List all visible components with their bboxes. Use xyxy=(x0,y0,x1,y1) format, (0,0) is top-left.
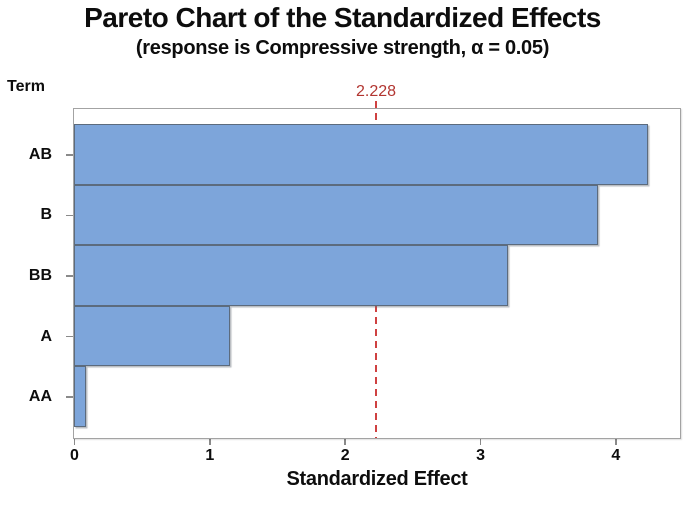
bar-AB xyxy=(74,124,648,185)
y-tick-BB xyxy=(66,275,73,277)
y-axis-title: Term xyxy=(7,78,45,95)
x-tick-4 xyxy=(615,439,617,445)
x-tick-label-0: 0 xyxy=(70,447,79,464)
y-category-label-A: A xyxy=(40,327,52,345)
y-tick-A xyxy=(66,335,73,338)
y-category-label-B: B xyxy=(40,206,52,224)
x-tick-label-2: 2 xyxy=(340,447,350,464)
y-category-label-AB: AB xyxy=(28,145,52,163)
y-tick-B xyxy=(66,214,73,217)
x-tick-1 xyxy=(209,439,211,445)
bar-B xyxy=(74,184,598,246)
plot-area xyxy=(73,108,681,439)
x-axis-title: Standardized Effect xyxy=(286,468,468,490)
chart-title: Pareto Chart of the Standardized Effects xyxy=(84,2,601,33)
x-tick-0 xyxy=(73,439,76,445)
x-tick-3 xyxy=(479,439,482,445)
chart-subtitle: (response is Compressive strength, α = 0… xyxy=(135,37,550,59)
x-tick-label-3: 3 xyxy=(476,447,485,464)
x-tick-2 xyxy=(344,439,346,445)
bar-BB xyxy=(74,245,509,306)
bar-A xyxy=(74,305,230,367)
bar-AA xyxy=(74,366,87,427)
y-tick-AB xyxy=(66,154,73,156)
y-category-label-AA: AA xyxy=(28,388,52,406)
reference-line-value-label: 2.228 xyxy=(356,83,397,100)
x-tick-label-4: 4 xyxy=(611,447,621,464)
y-category-label-BB: BB xyxy=(28,267,52,284)
x-tick-label-1: 1 xyxy=(205,447,215,464)
y-tick-AA xyxy=(66,396,73,398)
